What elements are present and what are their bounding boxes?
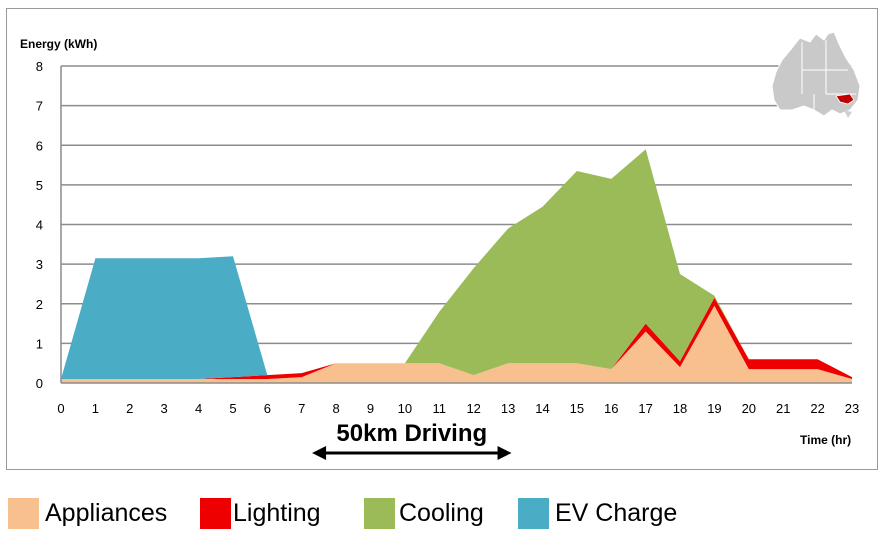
x-tick-label-10: 10 [398,401,412,416]
chart-frame [6,8,878,470]
x-tick-label-8: 8 [333,401,340,416]
y-tick-label-7: 7 [36,99,43,114]
legend-swatch-cooling [364,497,395,529]
x-tick-label-15: 15 [570,401,584,416]
x-axis-label: Time (hr) [800,433,851,447]
x-tick-label-21: 21 [776,401,790,416]
driving-arrow-right-head [497,446,512,460]
x-tick-label-13: 13 [501,401,515,416]
x-tick-label-6: 6 [264,401,271,416]
area-lighting [61,297,852,379]
x-tick-label-22: 22 [810,401,824,416]
area-appliances [61,305,852,383]
y-tick-label-0: 0 [36,376,43,391]
area-series [61,149,852,383]
area-cooling [61,149,852,379]
x-tick-label-7: 7 [298,401,305,416]
x-tick-label-4: 4 [195,401,202,416]
legend-swatch-appliances [8,497,39,529]
legend-item-appliances: Appliances [8,493,167,533]
x-tick-label-9: 9 [367,401,374,416]
x-tick-label-23: 23 [845,401,859,416]
y-tick-label-6: 6 [36,138,43,153]
driving-annotation: 50km Driving [312,420,512,460]
y-tick-label-2: 2 [36,297,43,312]
x-tick-label-5: 5 [229,401,236,416]
legend-label-ev-charge: EV Charge [555,498,678,527]
x-tick-label-19: 19 [707,401,721,416]
y-tick-label-8: 8 [36,59,43,74]
area-ev-charge [61,149,852,379]
x-tick-label-11: 11 [433,401,447,416]
x-tick-label-2: 2 [126,401,133,416]
x-tick-label-12: 12 [466,401,480,416]
legend-item-ev-charge: EV Charge [518,493,677,533]
driving-annotation-label: 50km Driving [336,420,487,447]
x-tick-label-16: 16 [604,401,618,416]
x-tick-label-14: 14 [535,401,549,416]
x-tick-label-0: 0 [57,401,64,416]
legend: Appliances Lighting Cooling EV Charge [0,493,886,533]
legend-label-lighting: Lighting [233,498,321,527]
y-axis-label: Energy (kWh) [20,37,97,51]
legend-swatch-ev-charge [518,497,549,529]
australia-map-icon [771,31,861,118]
driving-arrow-left-head [312,446,327,460]
x-tick-label-3: 3 [161,401,168,416]
x-tick-label-17: 17 [638,401,652,416]
y-tick-label-3: 3 [36,257,43,272]
y-tick-label-1: 1 [36,336,43,351]
x-tick-label-1: 1 [92,401,99,416]
legend-swatch-lighting [200,497,231,529]
legend-label-appliances: Appliances [45,498,168,527]
legend-item-lighting: Lighting [200,493,321,533]
y-tick-label-4: 4 [36,218,43,233]
x-tick-label-20: 20 [742,401,756,416]
legend-item-cooling: Cooling [364,493,484,533]
legend-label-cooling: Cooling [399,498,484,527]
y-tick-label-5: 5 [36,178,43,193]
x-tick-label-18: 18 [673,401,687,416]
